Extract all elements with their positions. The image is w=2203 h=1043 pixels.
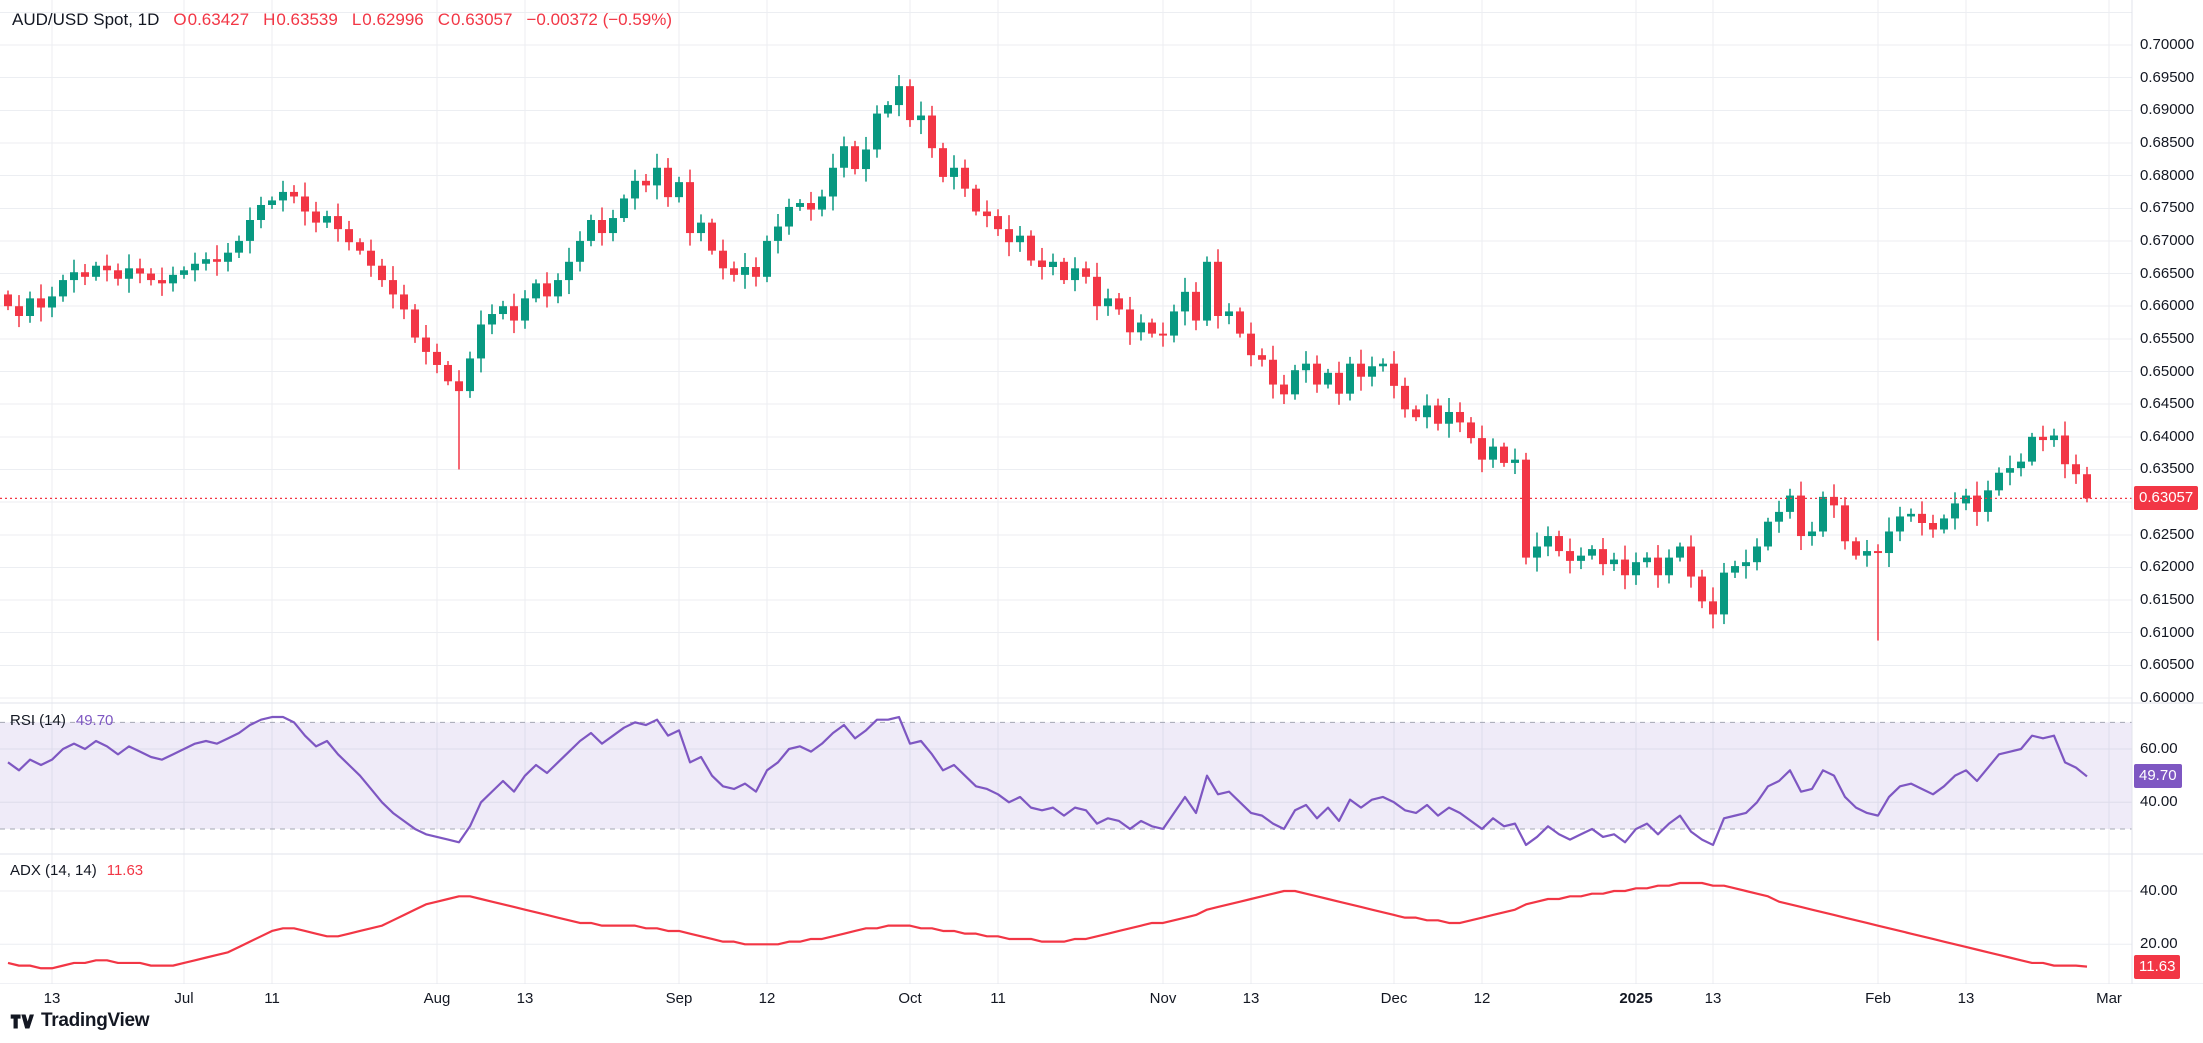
price-axis-label: 0.65500 <box>2140 329 2195 347</box>
adx-axis-label: 40.00 <box>2140 882 2178 899</box>
time-axis-tick: Aug <box>423 990 451 1007</box>
time-axis-tick: 11 <box>264 990 280 1007</box>
price-axis-label: 0.62500 <box>2140 525 2195 543</box>
time-axis-tick: 12 <box>758 990 776 1007</box>
price-axis-label: 0.67000 <box>2140 231 2195 249</box>
time-axis-tick: 13 <box>516 990 534 1007</box>
time-axis-tick: 13 <box>43 990 61 1007</box>
symbol-title: AUD/USD Spot, 1D <box>12 10 160 29</box>
rsi-band <box>0 722 2132 829</box>
price-axis-label: 0.67500 <box>2140 199 2195 217</box>
price-axis-label: 0.70000 <box>2140 36 2195 53</box>
price-axis-label: 0.69000 <box>2140 101 2195 119</box>
time-axis-tick: 13 <box>1957 990 1975 1007</box>
rsi-value: 49.70 <box>75 712 114 729</box>
time-axis-tick: 13 <box>1704 990 1722 1007</box>
adx-legend: ADX (14, 14) 11.63 <box>10 862 143 879</box>
tradingview-logo[interactable]: TradingView <box>10 1010 150 1032</box>
price-axis-label: 0.68000 <box>2140 166 2195 184</box>
rsi-legend: RSI (14) 49.70 <box>10 712 113 729</box>
price-axis-label: 0.62000 <box>2140 558 2195 576</box>
time-axis-tick: Nov <box>1149 990 1177 1007</box>
ohlc-low: L0.62996 <box>351 10 424 29</box>
time-axis-tick: Sep <box>665 990 693 1007</box>
rsi-line <box>7 715 2088 847</box>
time-axis-tick: 12 <box>1473 990 1491 1007</box>
price-axis-label: 0.60000 <box>2140 689 2195 706</box>
time-axis-tick: Dec <box>1380 990 1408 1007</box>
main-chart-legend: AUD/USD Spot, 1D O0.63427 H0.63539 L0.62… <box>12 10 672 30</box>
price-axis-label: 0.68500 <box>2140 133 2195 151</box>
time-axis-tick: Mar <box>2096 990 2122 1007</box>
tradingview-logo-icon <box>10 1013 34 1029</box>
adx-value: 11.63 <box>106 862 144 879</box>
price-axis-label: 0.64500 <box>2140 395 2195 413</box>
price-axis-label: 0.63500 <box>2140 460 2195 478</box>
price-change: −0.00372 (−0.59%) <box>526 10 673 29</box>
chart-canvas[interactable] <box>0 0 2203 984</box>
time-axis-tick: Oct <box>898 990 922 1007</box>
ohlc-high: H0.63539 <box>263 10 338 29</box>
time-axis-tick: Jul <box>174 990 194 1007</box>
price-axis-label: 0.64000 <box>2140 427 2195 445</box>
rsi-label: RSI (14) <box>10 712 66 729</box>
candlestick-series <box>4 75 2091 641</box>
time-axis[interactable]: 13 Jul 11 Aug 13 Sep 12 Oct 11 Nov 13 Dec 12 2025 13 Fe… <box>0 985 2203 1011</box>
price-axis-label: 0.61000 <box>2140 623 2195 641</box>
time-axis-tick: 2025 <box>1619 990 1653 1007</box>
rsi-value-badge: 49.70 <box>2134 764 2182 789</box>
time-axis-tick: Feb <box>1865 990 1891 1007</box>
ohlc-close: C0.63057 <box>437 10 513 29</box>
grid <box>0 0 2132 984</box>
tradingview-logo-text: TradingView <box>41 1010 150 1031</box>
adx-label: ADX (14, 14) <box>10 862 97 879</box>
price-axis-label: 0.61500 <box>2140 591 2195 609</box>
rsi-axis-label: 60.00 <box>2140 740 2178 757</box>
price-axis-label: 0.66500 <box>2140 264 2195 282</box>
price-axis-label: 0.60500 <box>2140 656 2195 674</box>
adx-value-badge: 11.63 <box>2134 954 2181 979</box>
price-axis-label: 0.66000 <box>2140 297 2195 315</box>
price-axis-label: 0.69500 <box>2140 68 2195 86</box>
time-axis-tick: 11 <box>990 990 1006 1007</box>
last-price-badge: 0.63057 <box>2134 486 2199 511</box>
time-axis-tick: 13 <box>1242 990 1260 1007</box>
adx-line <box>7 881 2088 970</box>
ohlc-open: O0.63427 <box>173 10 250 29</box>
adx-axis-label: 20.00 <box>2140 935 2178 953</box>
price-axis-label: 0.65000 <box>2140 362 2195 380</box>
rsi-axis-label: 40.00 <box>2140 793 2178 811</box>
